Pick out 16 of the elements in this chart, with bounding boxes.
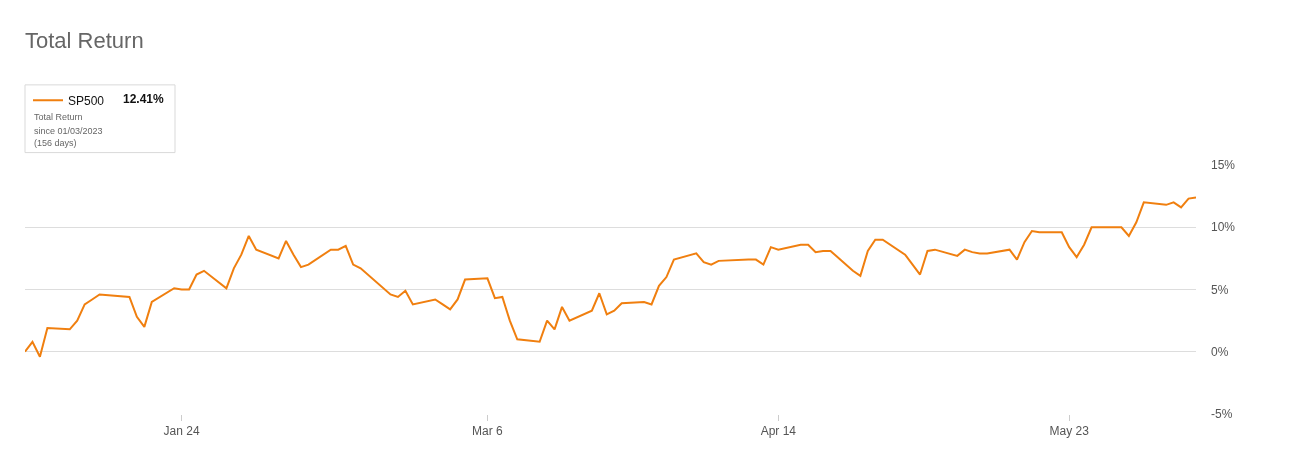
chart-title: Total Return (25, 27, 144, 53)
x-tick-label: Jan 24 (163, 424, 200, 439)
text: since 01/03/2023 (34, 126, 103, 136)
y-tick-label: -5% (1211, 407, 1233, 422)
legend-label: SP500 (68, 94, 105, 108)
x-tick-label: Apr 14 (760, 424, 797, 439)
text: (156 days) (34, 138, 77, 148)
x-tick-label: Mar 6 (472, 424, 504, 439)
x-tick-label: May 23 (1049, 424, 1090, 439)
y-tick-label: 15% (1211, 158, 1236, 173)
text: Total Return (34, 112, 83, 122)
y-tick-label: 10% (1211, 220, 1236, 235)
y-tick-label: 0% (1211, 344, 1229, 359)
text: 12.41% (123, 92, 165, 106)
line-series (25, 196, 1196, 358)
y-tick-label: 5% (1211, 282, 1229, 297)
